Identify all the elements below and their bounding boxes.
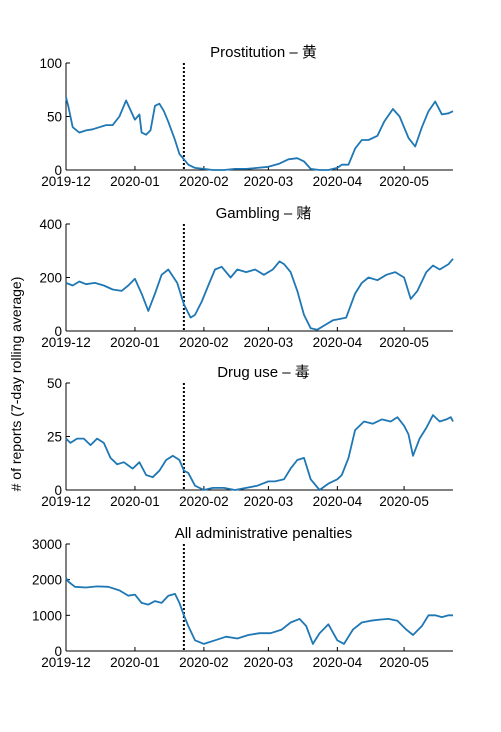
x-tick-label: 2020-05 — [379, 174, 429, 189]
series-line — [65, 414, 454, 491]
x-tick-label: 2020-01 — [110, 174, 160, 189]
y-tick-label: 50 — [47, 110, 62, 125]
y-tick-label: 2000 — [32, 573, 62, 588]
y-tick-label: 400 — [39, 217, 62, 232]
x-tick-label: 2020-02 — [179, 655, 229, 670]
y-tick-label: 25 — [47, 430, 62, 445]
x-tick-label: 2020-01 — [110, 494, 160, 509]
chart-title: Gambling – 赌 — [216, 205, 312, 222]
y-tick-label: 50 — [47, 376, 62, 391]
x-tick-label: 2020-05 — [379, 655, 429, 670]
x-tick-label: 2020-04 — [313, 494, 363, 509]
y-tick-label: 1000 — [32, 608, 62, 623]
x-tick-label: 2020-02 — [179, 335, 229, 350]
x-tick-label: 2020-04 — [313, 655, 363, 670]
x-tick-label: 2020-01 — [110, 655, 160, 670]
y-tick-label: 3000 — [32, 537, 62, 552]
x-tick-label: 2020-02 — [179, 494, 229, 509]
x-tick-label: 2020-01 — [110, 335, 160, 350]
y-tick-label: 0 — [54, 163, 62, 178]
x-tick-label: 2020-02 — [179, 174, 229, 189]
x-tick-label: 2020-03 — [244, 174, 294, 189]
chart-title: Prostitution – 黄 — [210, 44, 317, 61]
x-tick-label: 2019-12 — [41, 494, 91, 509]
y-tick-label: 0 — [54, 483, 62, 498]
x-tick-label: 2019-12 — [41, 174, 91, 189]
chart-panel-1: Prostitution – 黄 0 50 100 2019-12 2020-01 2020… — [39, 44, 454, 189]
series-line — [65, 577, 453, 645]
y-tick-label: 0 — [54, 324, 62, 339]
series-line — [65, 258, 454, 331]
y-tick-label: 200 — [39, 271, 62, 286]
y-axis-label: # of reports (7-day rolling average) — [8, 277, 24, 492]
x-tick-label: 2020-03 — [244, 494, 294, 509]
x-tick-label: 2020-03 — [244, 335, 294, 350]
chart-title: All administrative penalties — [175, 525, 353, 542]
x-tick-label: 2020-04 — [313, 335, 363, 350]
chart-panel-4: All administrative penalties 0 1000 2000 300… — [32, 525, 453, 670]
y-tick-label: 0 — [54, 644, 62, 659]
chart-panel-2: Gambling – 赌 0 200 400 2019-12 2020-01 2020-02… — [39, 205, 454, 350]
chart-panel-3: Drug use – 毒 0 25 50 2019-12 2020-01 2020-02 20… — [41, 364, 454, 509]
y-tick-label: 100 — [39, 56, 62, 71]
x-tick-label: 2019-12 — [41, 655, 91, 670]
x-tick-label: 2020-03 — [244, 655, 294, 670]
x-tick-label: 2019-12 — [41, 335, 91, 350]
chart-title: Drug use – 毒 — [217, 364, 310, 381]
x-tick-label: 2020-05 — [379, 494, 429, 509]
x-tick-label: 2020-04 — [313, 174, 363, 189]
series-line — [65, 96, 454, 171]
x-tick-label: 2020-05 — [379, 335, 429, 350]
